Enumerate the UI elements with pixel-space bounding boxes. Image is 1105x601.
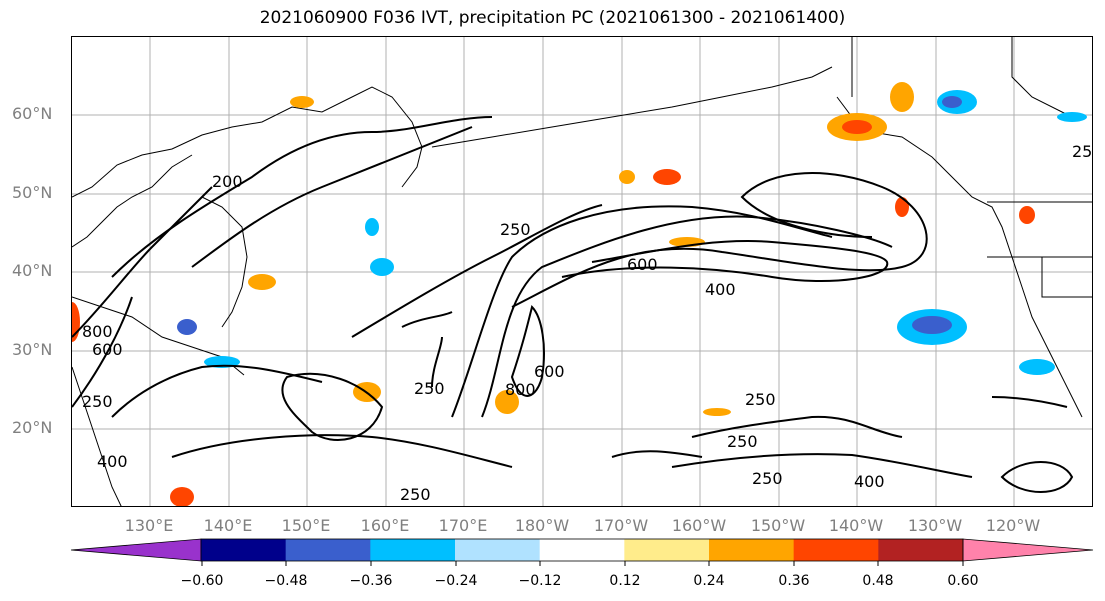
lon-label: 140°E [203,516,253,535]
contour-label: 400 [854,472,885,491]
lon-label: 140°W [828,516,884,535]
colorbar-segment [878,539,964,561]
ivt-contours [72,116,1074,493]
lon-label: 160°E [360,516,410,535]
colorbar-segment [539,539,625,561]
map-title: 2021060900 F036 IVT, precipitation PC (2… [259,8,846,28]
contour-label: 800 [505,380,536,399]
colorbar-segments [70,538,1094,562]
lat-label: 50°N [12,183,53,202]
colorbar-extend-max [962,538,1094,562]
colorbar-segment [709,539,795,561]
colorbar-segment [455,539,541,561]
lon-label: 170°W [593,516,649,535]
lon-label: 180°W [514,516,570,535]
colorbar-tick-label: −0.36 [349,573,393,589]
contour-label: 250 [1072,142,1093,161]
colorbar-segment [285,539,371,561]
colorbar-tick-label: 0.60 [947,573,979,589]
contour-label: 200 [212,172,243,191]
lon-label: 130°E [124,516,174,535]
colorbar-segment [624,539,710,561]
contour-label: 250 [500,220,531,239]
lat-label: 40°N [12,261,53,280]
colorbar-segment [201,539,287,561]
lon-label: 120°W [985,516,1041,535]
contour-label: 600 [627,255,658,274]
contour-label: 400 [97,452,128,471]
colorbar-tick-label: −0.48 [264,573,308,589]
colorbar-tick-label: 0.12 [609,573,641,589]
lat-label: 60°N [12,104,53,123]
contour-label: 250 [400,485,431,504]
lon-label: 150°E [281,516,331,535]
contour-labels: 250 250 250 250 250 250 250 250 400 400 … [82,142,1093,504]
lon-label: 130°W [907,516,963,535]
contour-label: 250 [745,390,776,409]
colorbar-segment [370,539,456,561]
colorbar-segment [793,539,879,561]
coastlines [72,37,1092,506]
colorbar-tick-label: −0.60 [180,573,224,589]
lat-label: 30°N [12,340,53,359]
map-panel: 250 250 250 250 250 250 250 250 400 400 … [71,36,1093,507]
contour-label: 400 [705,280,736,299]
colorbar-tick-label: 0.24 [693,573,725,589]
colorbar-outline [200,538,964,562]
contour-label: 250 [414,379,445,398]
colorbar-tick-label: −0.12 [518,573,562,589]
lat-label: 20°N [12,418,53,437]
map-canvas: 250 250 250 250 250 250 250 250 400 400 … [72,37,1093,506]
lon-label: 160°W [671,516,727,535]
contour-label: 250 [82,392,113,411]
lon-label: 150°W [750,516,806,535]
colorbar-ticks [201,561,964,566]
colorbar [70,538,1094,566]
contour-label: 600 [92,340,123,359]
contour-label: 250 [727,432,758,451]
lon-label: 170°E [438,516,488,535]
contour-label: 250 [752,469,783,488]
colorbar-tick-label: 0.48 [862,573,894,589]
colorbar-tick-label: 0.36 [778,573,810,589]
contour-label: 600 [534,362,565,381]
colorbar-extend-min [70,538,202,562]
contour-label: 800 [82,322,113,341]
colorbar-tick-label: −0.24 [434,573,478,589]
